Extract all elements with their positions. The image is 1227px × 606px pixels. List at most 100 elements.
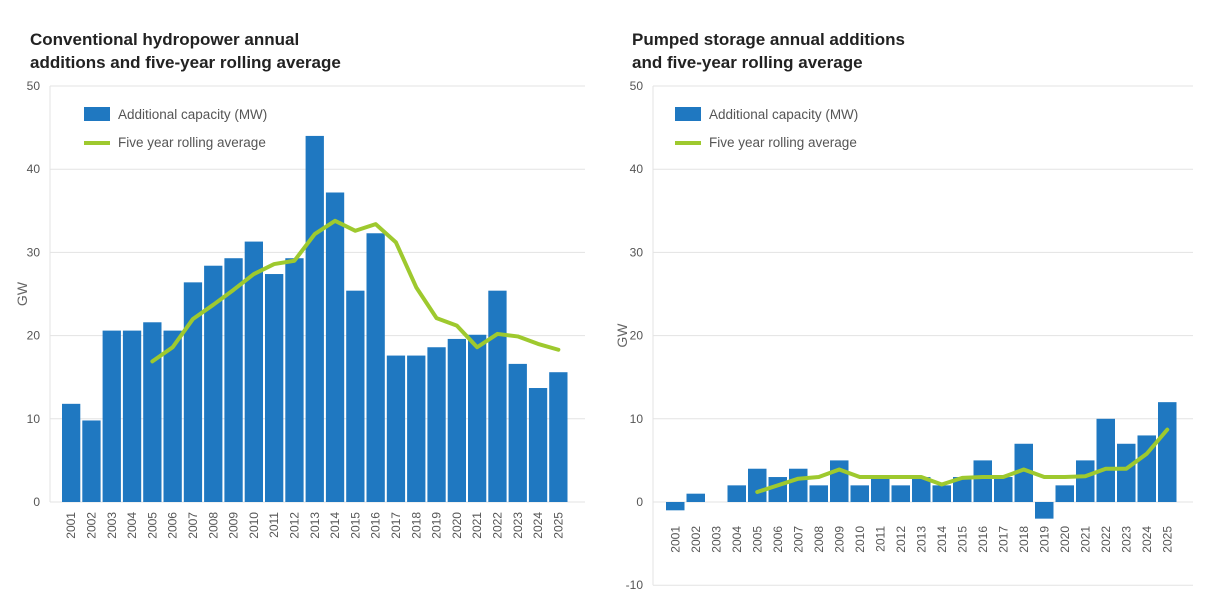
bar-2011 [265,274,284,502]
x-tick-label: 2010 [247,512,261,539]
bar-2010 [244,241,263,503]
x-tick-label: 2022 [490,512,504,539]
x-tick-label: 2006 [166,512,180,539]
bar-2019 [1035,502,1054,519]
bar-2006 [163,330,182,502]
x-tick-label: 2016 [369,512,383,539]
x-tick-label: 2017 [389,512,403,539]
x-tick-label: 2009 [227,512,241,539]
bar-2020 [1055,485,1074,502]
x-tick-label: 2011 [873,526,887,552]
x-tick-label: 2008 [206,512,220,539]
x-tick-label: 2020 [1058,526,1072,553]
bar-2016 [366,233,385,502]
y-tick-label: 0 [636,495,643,509]
y-tick-label: 30 [27,245,41,259]
x-tick-label: 2022 [1099,526,1113,553]
y-tick-label: 50 [27,79,41,93]
bar-2009 [224,258,243,502]
x-tick-label: 2012 [287,512,301,539]
x-tick-label: 2015 [955,526,969,553]
x-tick-label: 2008 [812,526,826,553]
bar-2014 [932,485,951,502]
bar-2010 [850,485,869,502]
bar-2018 [407,355,426,502]
bar-2005 [748,468,767,502]
x-tick-label: 2002 [84,512,98,539]
bar-2012 [285,258,304,502]
x-tick-label: 2012 [894,526,908,553]
bar-2014 [325,192,345,502]
bar-2005 [143,322,162,502]
x-tick-label: 2003 [105,512,119,539]
x-tick-label: 2009 [832,526,846,553]
legend-label-bar: Additional capacity (MW) [709,107,858,122]
legend-label-line: Five year rolling average [118,135,266,150]
rolling-average-line [150,218,561,364]
x-tick-label: 2004 [730,526,744,553]
bar-2025 [1158,402,1177,502]
bar-2003 [102,330,121,502]
y-tick-label: 40 [27,162,41,176]
x-tick-label: 2024 [1140,526,1154,553]
x-tick-label: 2002 [689,526,703,553]
bar-2008 [809,485,828,502]
x-tick-label: 2024 [531,512,545,539]
bar-2007 [183,282,203,502]
bar-2007 [789,468,808,502]
chart-conventional-hydropower: 0 10 20 30 40 50 GW 2001 2002 2003 2004 2005 2006 200… [14,79,585,539]
x-tick-label: 2020 [450,512,464,539]
chart-panel-pumped-storage: Pumped storage annual additions and five… [605,0,1227,606]
x-tick-label: 2019 [430,512,444,539]
bar-2018 [1014,443,1033,502]
y-tick-label: 0 [33,495,40,509]
bar-2017 [386,355,406,502]
bar-2004 [122,330,142,502]
bar-2016 [973,460,992,502]
legend-swatch-bar [84,107,110,121]
y-tick-label: 10 [630,412,644,426]
bar-2021 [1076,460,1095,502]
x-tick-label: 2023 [511,512,525,539]
x-tick-label: 2014 [935,526,949,553]
legend-swatch-bar [675,107,701,121]
chart-panel-conventional: Conventional hydropower annual additions… [0,0,600,606]
bar-2022 [488,290,507,502]
y-tick-label: 20 [27,329,41,343]
x-tick-label: 2025 [1160,526,1174,553]
x-tick-label: 2005 [145,512,159,539]
y-tick-label: 30 [630,245,644,259]
y-tick-label: 10 [27,412,41,426]
x-tick-label: 2006 [771,526,785,553]
bar-2024 [528,388,548,502]
bar-2015 [346,290,365,502]
bar-2023 [508,363,527,502]
x-tick-label: 2017 [996,526,1010,553]
bar-2004 [727,485,746,502]
x-tick-label: 2013 [914,526,928,553]
legend-label-line: Five year rolling average [709,135,857,150]
bar-2012 [891,485,910,502]
bar-2023 [1117,443,1136,502]
x-tick-label: 2021 [1078,526,1092,553]
bar-2020 [447,338,466,502]
x-tick-label: 2001 [668,526,682,553]
x-tick-label: 2004 [125,512,139,539]
y-tick-label: -10 [626,578,644,592]
bar-2024 [1137,435,1156,502]
bar-2002 [82,420,101,502]
x-tick-label: 2018 [1017,526,1031,553]
y-axis-label: GW [14,281,30,306]
bar-2015 [953,477,972,502]
bar-2008 [204,265,223,502]
rolling-average-line [755,427,1170,495]
y-tick-label: 20 [630,329,644,343]
x-tick-label: 2007 [186,512,200,539]
x-tick-label: 2025 [551,512,565,539]
x-tick-label: 2003 [709,526,723,553]
bar-2009 [830,460,849,502]
chart-pumped-storage: -10 0 10 20 30 40 50 GW 2001 2002 2003 2004 2005 2006… [614,79,1193,592]
x-tick-label: 2016 [976,526,990,553]
chart-title-pumped-storage: Pumped storage annual additions and five… [632,30,905,72]
chart-title-conventional: Conventional hydropower annual additions… [30,30,341,72]
